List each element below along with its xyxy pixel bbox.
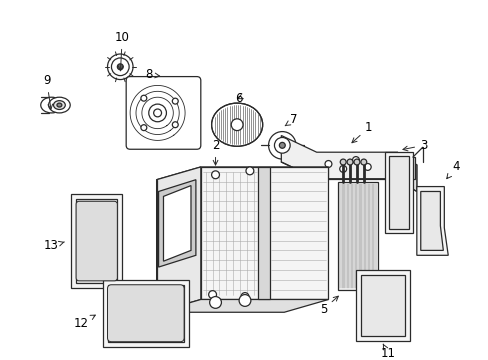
- Text: 6: 6: [235, 92, 243, 105]
- Text: 4: 4: [446, 161, 459, 179]
- Polygon shape: [201, 167, 328, 300]
- Circle shape: [279, 143, 285, 148]
- Ellipse shape: [48, 97, 70, 113]
- Text: 8: 8: [145, 68, 160, 81]
- Polygon shape: [156, 167, 328, 193]
- Bar: [388, 156, 408, 229]
- Bar: [355, 270, 409, 341]
- Polygon shape: [420, 192, 443, 251]
- Polygon shape: [396, 152, 416, 192]
- Circle shape: [340, 159, 346, 165]
- Circle shape: [209, 297, 221, 308]
- Circle shape: [339, 166, 346, 172]
- Circle shape: [208, 291, 216, 298]
- Ellipse shape: [53, 101, 65, 109]
- Text: 13: 13: [44, 239, 64, 252]
- Text: 3: 3: [402, 139, 427, 152]
- Circle shape: [352, 157, 359, 163]
- Text: 2: 2: [211, 139, 219, 165]
- Ellipse shape: [57, 103, 61, 107]
- Circle shape: [360, 159, 366, 165]
- Bar: [360, 275, 404, 336]
- FancyBboxPatch shape: [76, 201, 117, 281]
- Circle shape: [274, 138, 289, 153]
- Circle shape: [141, 95, 146, 101]
- Text: 5: 5: [319, 296, 338, 316]
- Circle shape: [107, 54, 133, 80]
- Circle shape: [241, 293, 248, 301]
- Text: 7: 7: [285, 113, 297, 126]
- Polygon shape: [158, 180, 196, 267]
- FancyBboxPatch shape: [107, 285, 184, 342]
- Ellipse shape: [211, 103, 262, 146]
- Bar: [338, 182, 377, 290]
- Circle shape: [346, 159, 352, 165]
- Circle shape: [268, 132, 295, 159]
- Circle shape: [325, 161, 331, 167]
- Polygon shape: [156, 167, 201, 312]
- Bar: [107, 285, 184, 342]
- Text: 10: 10: [115, 31, 129, 71]
- Circle shape: [172, 98, 178, 104]
- Polygon shape: [156, 300, 328, 312]
- Polygon shape: [281, 135, 416, 192]
- Circle shape: [111, 58, 129, 76]
- Text: 1: 1: [351, 121, 372, 143]
- Bar: [76, 199, 117, 283]
- Bar: [71, 194, 122, 288]
- Circle shape: [239, 294, 250, 306]
- Text: 12: 12: [73, 315, 95, 329]
- Circle shape: [231, 119, 243, 131]
- Circle shape: [117, 64, 123, 70]
- FancyBboxPatch shape: [126, 77, 201, 149]
- Circle shape: [353, 159, 359, 165]
- Circle shape: [364, 163, 370, 170]
- Polygon shape: [416, 186, 447, 255]
- Polygon shape: [257, 167, 269, 300]
- Circle shape: [148, 104, 166, 122]
- Circle shape: [245, 167, 253, 175]
- Bar: [396, 157, 414, 179]
- Circle shape: [172, 122, 178, 128]
- Bar: [102, 280, 189, 347]
- Circle shape: [211, 171, 219, 179]
- Text: 9: 9: [43, 74, 53, 109]
- Polygon shape: [163, 186, 191, 261]
- Text: 11: 11: [380, 344, 395, 360]
- Bar: [385, 152, 412, 233]
- Circle shape: [141, 125, 146, 131]
- Ellipse shape: [41, 97, 62, 113]
- Circle shape: [153, 109, 161, 117]
